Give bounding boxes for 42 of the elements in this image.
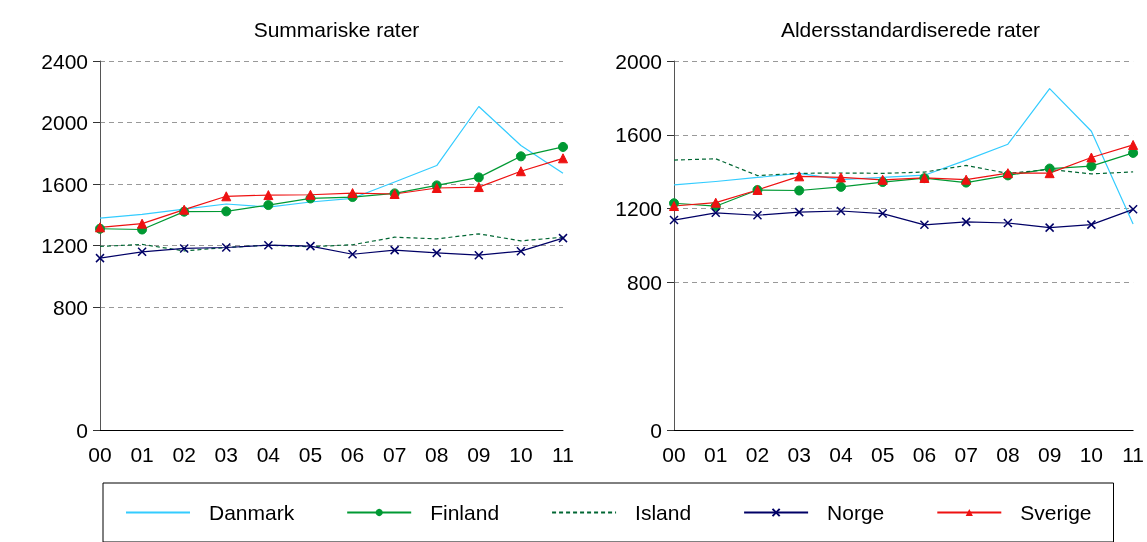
x-tick-label: 03 [787, 443, 811, 466]
legend-label: Sverige [1020, 501, 1092, 524]
y-tick-label: 1200 [41, 234, 88, 257]
x-tick-label: 10 [509, 443, 533, 466]
x-tick-label: 06 [912, 443, 937, 466]
x-tick-label: 05 [871, 443, 895, 466]
x-tick-label: 08 [425, 443, 449, 466]
x-tick-label: 01 [704, 443, 728, 466]
x-tick-label: 02 [745, 443, 770, 466]
y-tick-label: 0 [650, 418, 662, 442]
legend-label: Norge [827, 501, 885, 524]
y-tick-label: 1200 [615, 197, 662, 221]
y-tick-label: 2000 [615, 49, 662, 73]
chart-title: Summariske rater [253, 18, 420, 41]
x-tick-label: 02 [172, 443, 196, 466]
y-tick-label: 2000 [41, 111, 88, 134]
y-tick-label: 800 [52, 295, 88, 319]
x-tick-label: 10 [1079, 443, 1104, 466]
x-tick-label: 05 [298, 443, 323, 466]
x-tick-label: 03 [214, 443, 238, 466]
x-tick-label: 11 [1122, 443, 1145, 466]
y-tick-label: 800 [626, 270, 662, 294]
x-tick-label: 06 [340, 443, 365, 466]
x-tick-label: 00 [88, 443, 112, 466]
x-tick-label: 09 [467, 443, 491, 466]
x-tick-label: 07 [954, 443, 978, 466]
x-tick-label: 04 [256, 443, 281, 466]
y-tick-label: 0 [76, 418, 88, 442]
y-tick-label: 1600 [615, 123, 662, 147]
y-tick-label: 1600 [41, 172, 88, 196]
legend-label: Finland [430, 501, 500, 524]
x-tick-label: 09 [1037, 443, 1062, 466]
x-tick-label: 07 [382, 443, 407, 466]
x-tick-label: 08 [996, 443, 1020, 466]
y-tick-label: 2400 [41, 49, 88, 73]
x-tick-label: 04 [829, 443, 853, 466]
chart-title: Aldersstandardiserede rater [780, 18, 1041, 41]
x-tick-label: 11 [552, 443, 574, 466]
x-tick-label: 01 [130, 443, 154, 466]
legend-label: Danmark [209, 501, 295, 524]
legend-label: Island [635, 501, 692, 524]
x-tick-label: 00 [662, 443, 686, 466]
